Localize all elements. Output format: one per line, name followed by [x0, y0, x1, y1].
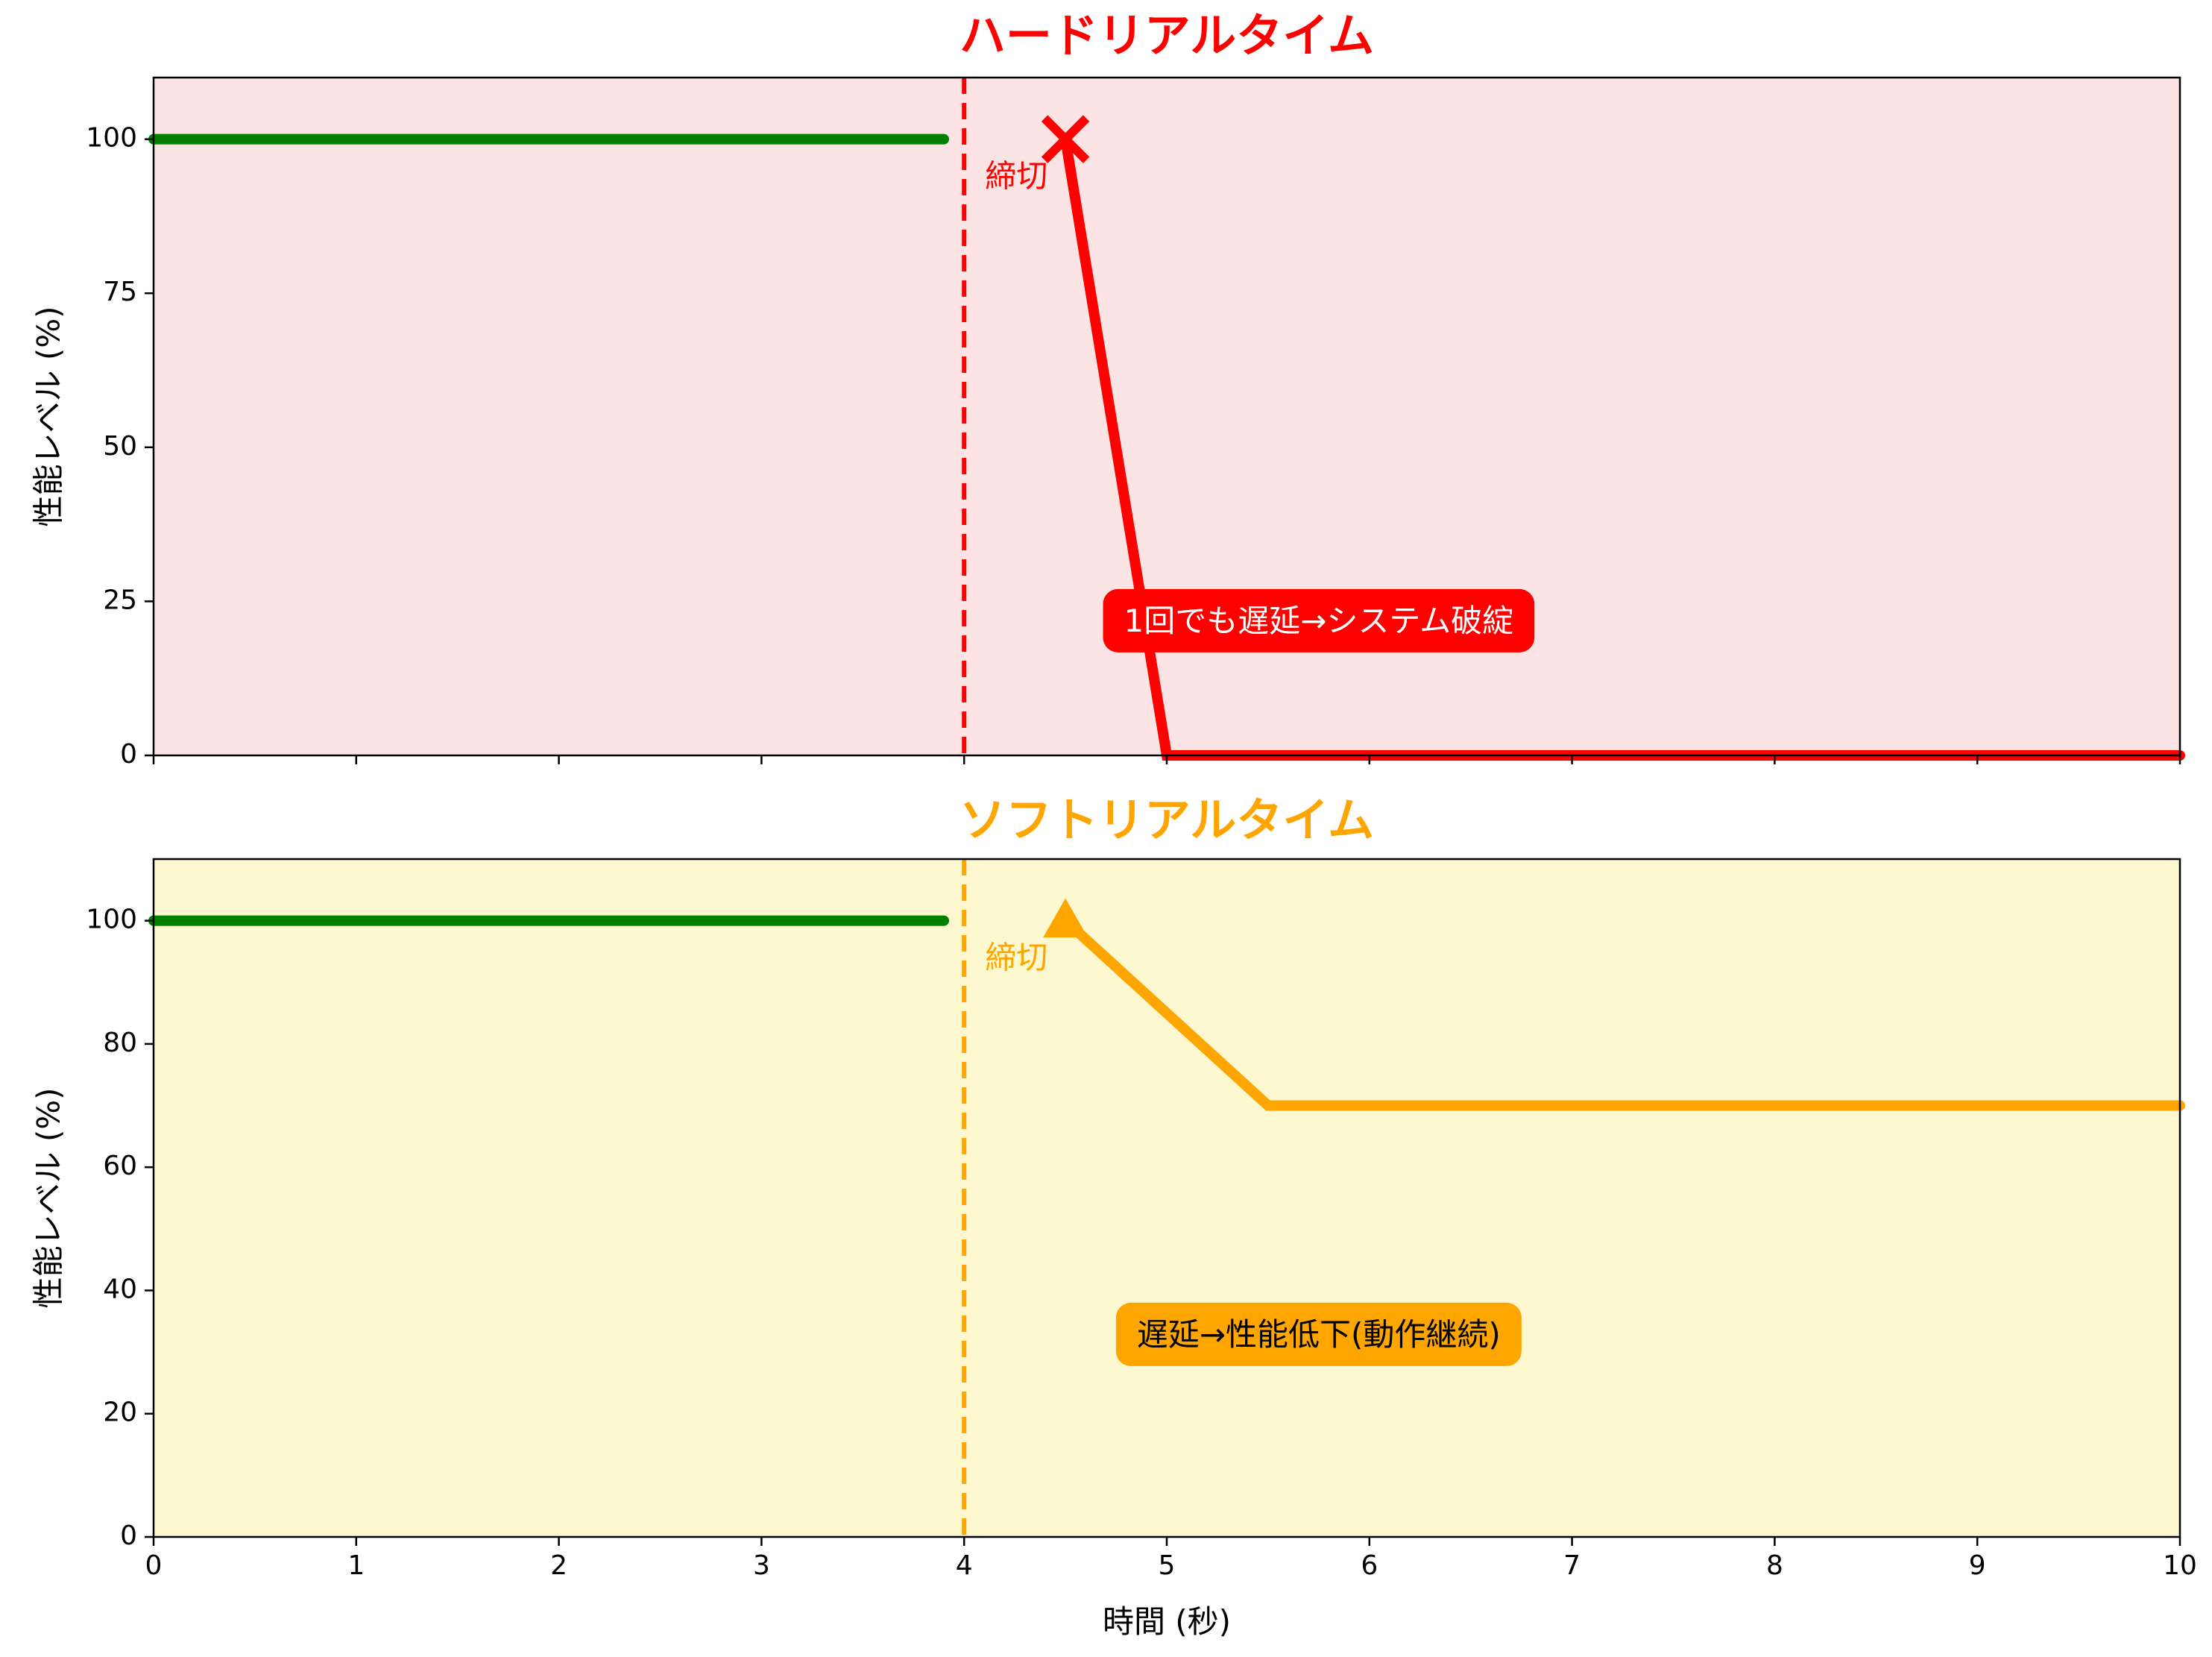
deadline-label: 締切 [985, 158, 1047, 195]
y-tick-label: 40 [103, 1274, 137, 1304]
annotation-text: 1回でも遅延→システム破綻 [1124, 603, 1514, 639]
y-tick-label: 100 [86, 123, 137, 154]
deadline-label: 締切 [985, 940, 1047, 976]
y-tick-label: 25 [103, 585, 137, 615]
x-tick-label: 8 [1766, 1550, 1783, 1581]
annotation-box: 遅延→性能低下(動作継続) [1115, 1302, 1522, 1366]
annotation-box: 1回でも遅延→システム破綻 [1103, 588, 1535, 653]
annotation-background [1115, 1302, 1522, 1366]
degradation-triangle-marker [1043, 898, 1088, 938]
y-axis-label: 性能レベル (%) [31, 306, 67, 526]
y-tick-label: 60 [103, 1151, 137, 1181]
x-tick-label: 4 [956, 1550, 973, 1581]
chart-title: ハードリアルタイム [960, 8, 1374, 63]
series-line-2 [1060, 915, 2185, 1111]
plot-background [154, 78, 2180, 755]
plot-background [154, 859, 2180, 1537]
x-axis-label: 時間 (秒) [1103, 1603, 1231, 1640]
y-tick-label: 20 [103, 1397, 137, 1428]
x-tick-label: 6 [1361, 1550, 1378, 1581]
x-tick-label: 10 [2163, 1550, 2197, 1581]
x-tick-label: 7 [1563, 1550, 1581, 1581]
annotation-text: 遅延→性能低下(動作継続) [1137, 1316, 1501, 1353]
x-tick-label: 3 [753, 1550, 770, 1581]
x-tick-label: 9 [1969, 1550, 1986, 1581]
y-tick-label: 80 [103, 1028, 137, 1058]
y-axis-label: 性能レベル (%) [31, 1087, 67, 1308]
y-tick-label: 100 [86, 905, 137, 935]
x-tick-label: 2 [550, 1550, 567, 1581]
x-tick-label: 1 [347, 1550, 365, 1581]
failure-x-marker [1041, 115, 1090, 163]
x-tick-label: 0 [145, 1550, 163, 1581]
y-tick-label: 0 [120, 1521, 137, 1551]
annotation-background [1103, 588, 1535, 653]
y-tick-label: 50 [103, 431, 137, 462]
y-tick-label: 0 [120, 739, 137, 770]
chart-title: ソフトリアルタイム [960, 793, 1374, 847]
x-tick-label: 5 [1159, 1550, 1176, 1581]
y-tick-label: 75 [103, 277, 137, 307]
